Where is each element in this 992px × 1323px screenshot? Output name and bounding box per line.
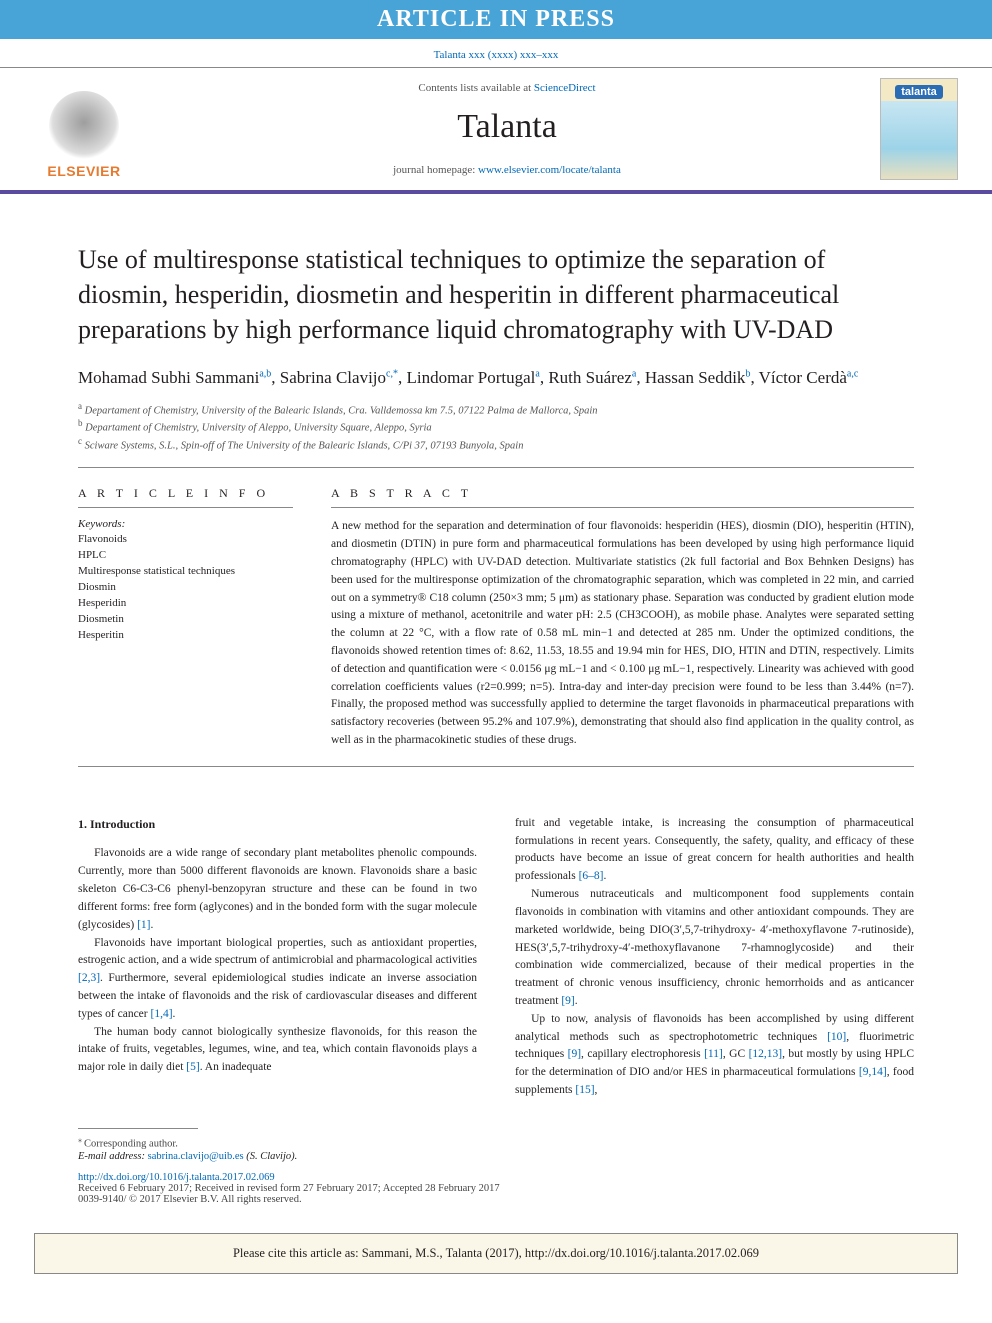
contents-available-line: Contents lists available at ScienceDirec… <box>134 82 880 94</box>
keywords-label: Keywords: <box>78 518 293 530</box>
keywords-list: FlavonoidsHPLCMultiresponse statistical … <box>78 532 293 644</box>
journal-title: Talanta <box>134 108 880 146</box>
journal-cover-thumb: talanta <box>880 78 958 180</box>
body-paragraph: Flavonoids are a wide range of secondary… <box>78 845 477 934</box>
body-paragraph: fruit and vegetable intake, is increasin… <box>515 815 914 886</box>
in-press-banner: ARTICLE IN PRESS <box>0 0 992 39</box>
keyword-item: Multiresponse statistical techniques <box>78 564 293 580</box>
keyword-item: Flavonoids <box>78 532 293 548</box>
footnote-rule <box>78 1128 198 1129</box>
keyword-item: Hesperitin <box>78 628 293 644</box>
info-rule <box>331 507 914 508</box>
email-suffix: (S. Clavijo). <box>244 1151 298 1162</box>
footer-block: ⁎ Corresponding author. E-mail address: … <box>0 1128 992 1206</box>
article-info-column: A R T I C L E I N F O Keywords: Flavonoi… <box>78 486 293 750</box>
received-dates: Received 6 February 2017; Received in re… <box>78 1183 914 1194</box>
corresponding-email-link[interactable]: sabrina.clavijo@uib.es <box>148 1151 244 1162</box>
citation-meta: Talanta xxx (xxxx) xxx–xxx <box>0 39 992 67</box>
info-rule <box>78 507 293 508</box>
publisher-name: ELSEVIER <box>47 163 120 179</box>
doi-line: http://dx.doi.org/10.1016/j.talanta.2017… <box>78 1172 914 1183</box>
abstract-column: A B S T R A C T A new method for the sep… <box>331 486 914 750</box>
homepage-prefix: journal homepage: <box>393 164 478 176</box>
body-paragraph: Up to now, analysis of flavonoids has be… <box>515 1011 914 1100</box>
doi-link[interactable]: http://dx.doi.org/10.1016/j.talanta.2017… <box>78 1172 275 1183</box>
journal-header: ELSEVIER Contents lists available at Sci… <box>0 67 992 194</box>
affiliation: a Departament of Chemistry, University o… <box>78 401 914 417</box>
body-paragraph: Numerous nutraceuticals and multicompone… <box>515 886 914 1011</box>
email-label: E-mail address: <box>78 1151 148 1162</box>
corresponding-author: ⁎ Corresponding author. <box>78 1135 914 1150</box>
keyword-item: Diosmetin <box>78 612 293 628</box>
email-line: E-mail address: sabrina.clavijo@uib.es (… <box>78 1151 914 1162</box>
sciencedirect-link[interactable]: ScienceDirect <box>534 82 596 94</box>
article-info-row: A R T I C L E I N F O Keywords: Flavonoi… <box>78 486 914 750</box>
body-columns: 1. Introduction Flavonoids are a wide ra… <box>78 815 914 1100</box>
section-divider <box>78 467 914 468</box>
copyright-line: 0039-9140/ © 2017 Elsevier B.V. All righ… <box>78 1194 914 1205</box>
abstract-text: A new method for the separation and dete… <box>331 518 914 750</box>
body-paragraph: Flavonoids have important biological pro… <box>78 935 477 1024</box>
body-paragraph: The human body cannot biologically synth… <box>78 1024 477 1077</box>
affiliation: c Sciware Systems, S.L., Spin-off of The… <box>78 436 914 452</box>
keyword-item: HPLC <box>78 548 293 564</box>
publisher-logo: ELSEVIER <box>34 79 134 179</box>
affiliations: a Departament of Chemistry, University o… <box>78 401 914 452</box>
section-divider <box>78 766 914 767</box>
elsevier-tree-icon <box>49 91 119 161</box>
contents-prefix: Contents lists available at <box>418 82 533 94</box>
author-list: Mohamad Subhi Sammania,b, Sabrina Clavij… <box>78 365 914 391</box>
keyword-item: Diosmin <box>78 580 293 596</box>
body-column-right: fruit and vegetable intake, is increasin… <box>515 815 914 1100</box>
header-center: Contents lists available at ScienceDirec… <box>134 82 880 176</box>
article-info-heading: A R T I C L E I N F O <box>78 486 293 501</box>
cite-box: Please cite this article as: Sammani, M.… <box>34 1233 958 1274</box>
cover-journal-tag: talanta <box>895 85 942 99</box>
homepage-line: journal homepage: www.elsevier.com/locat… <box>134 164 880 176</box>
keyword-item: Hesperidin <box>78 596 293 612</box>
abstract-heading: A B S T R A C T <box>331 486 914 501</box>
section-heading: 1. Introduction <box>78 815 477 834</box>
article-title: Use of multiresponse statistical techniq… <box>78 242 914 347</box>
body-column-left: 1. Introduction Flavonoids are a wide ra… <box>78 815 477 1100</box>
homepage-link[interactable]: www.elsevier.com/locate/talanta <box>478 164 621 176</box>
affiliation: b Departament of Chemistry, University o… <box>78 418 914 434</box>
